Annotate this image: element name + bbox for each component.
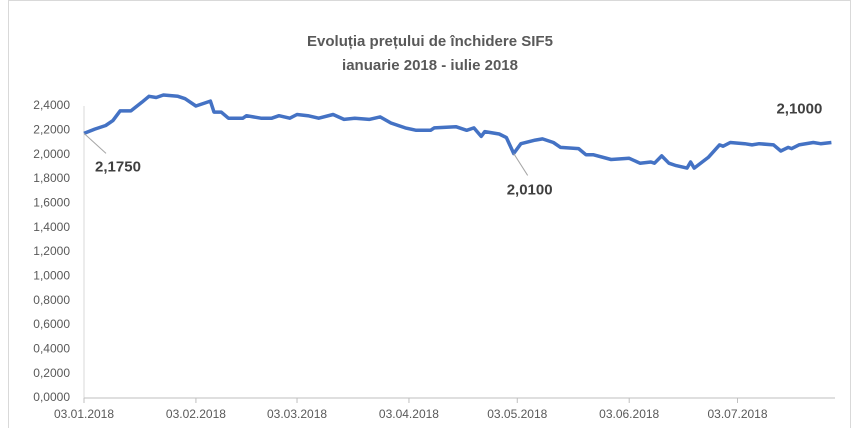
y-tick-label: 0,0000 bbox=[33, 390, 70, 404]
y-tick-label: 1,4000 bbox=[33, 220, 70, 234]
x-tick-label: 03.02.2018 bbox=[166, 407, 226, 421]
y-tick-label: 0,4000 bbox=[33, 342, 70, 356]
y-tick-label: 0,6000 bbox=[33, 317, 70, 331]
x-tick-label: 03.07.2018 bbox=[707, 407, 767, 421]
y-tick-label: 0,8000 bbox=[33, 293, 70, 307]
data-label: 2,0100 bbox=[507, 181, 553, 198]
chart-title: Evoluția prețului de închidere SIF5 bbox=[307, 33, 553, 50]
y-tick-label: 0,2000 bbox=[33, 366, 70, 380]
y-tick-label: 2,4000 bbox=[33, 98, 70, 112]
x-tick-label: 03.03.2018 bbox=[267, 407, 327, 421]
y-tick-label: 1,2000 bbox=[33, 244, 70, 258]
x-tick-label: 03.01.2018 bbox=[54, 407, 114, 421]
y-tick-label: 2,2000 bbox=[33, 123, 70, 137]
chart-subtitle: ianuarie 2018 - iulie 2018 bbox=[342, 57, 518, 74]
x-tick-label: 03.05.2018 bbox=[487, 407, 547, 421]
price-line bbox=[83, 93, 832, 170]
y-tick-label: 1,8000 bbox=[33, 171, 70, 185]
x-tick-label: 03.04.2018 bbox=[379, 407, 439, 421]
data-label: 2,1750 bbox=[95, 158, 141, 175]
y-tick-label: 1,6000 bbox=[33, 196, 70, 210]
x-tick-label: 03.06.2018 bbox=[599, 407, 659, 421]
data-label: 2,1000 bbox=[776, 100, 822, 117]
leader-line bbox=[513, 153, 529, 176]
y-tick-label: 1,0000 bbox=[33, 269, 70, 283]
chart-frame bbox=[8, 0, 851, 433]
y-tick-label: 2,0000 bbox=[33, 147, 70, 161]
leader-line bbox=[83, 133, 107, 154]
